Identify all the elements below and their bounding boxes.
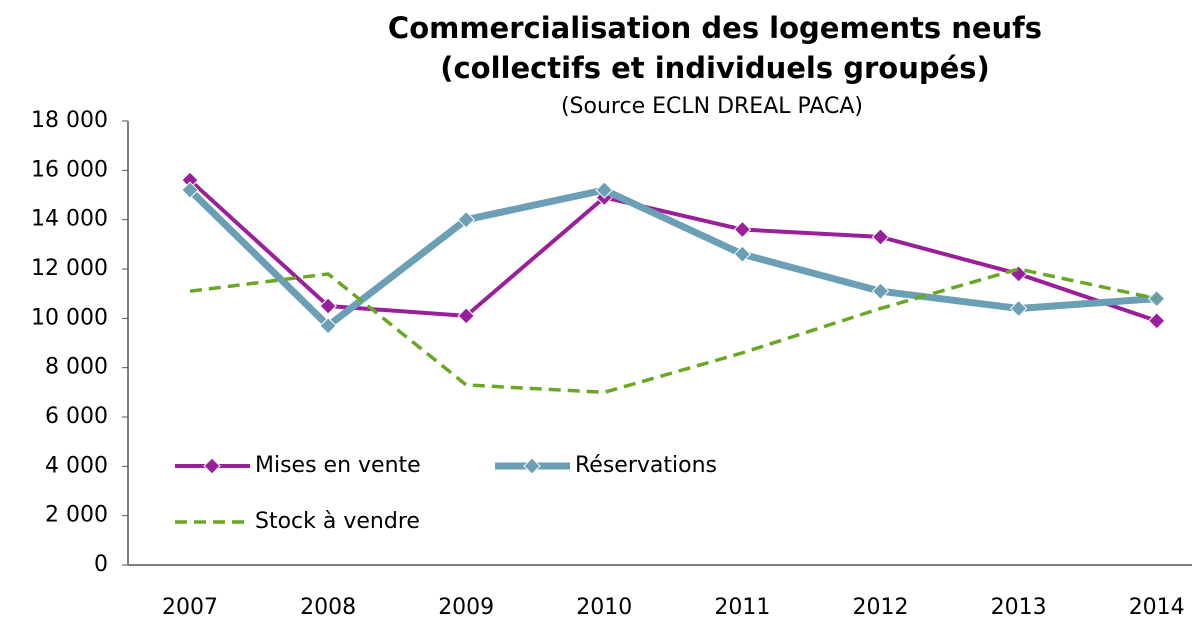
x-tick-label: 2009 xyxy=(438,595,494,620)
marker xyxy=(733,220,752,239)
y-tick-label: 16 000 xyxy=(31,157,108,182)
marker xyxy=(1147,312,1166,330)
marker xyxy=(181,181,199,199)
legend-marker xyxy=(203,457,221,475)
y-tick-label: 10 000 xyxy=(31,305,108,330)
y-tick-label: 0 xyxy=(94,552,108,577)
x-tick-label: 2011 xyxy=(714,595,770,620)
x-tick-label: 2008 xyxy=(300,595,356,620)
marker xyxy=(457,307,475,325)
marker xyxy=(733,245,752,263)
x-tick-label: 2013 xyxy=(991,595,1047,620)
y-tick-label: 12 000 xyxy=(31,256,108,281)
x-tick-label: 2012 xyxy=(853,595,909,620)
y-tick-label: 14 000 xyxy=(31,207,108,232)
chart-title: Commercialisation des logements neufs xyxy=(388,11,1042,45)
marker xyxy=(871,282,890,300)
series-line xyxy=(189,267,1158,395)
marker xyxy=(457,210,475,229)
marker xyxy=(319,317,337,335)
marker xyxy=(319,297,337,315)
y-tick-label: 6 000 xyxy=(45,404,108,429)
chart-subtitle: (Source ECLN DREAL PACA) xyxy=(561,94,863,119)
marker xyxy=(1009,265,1028,283)
y-tick-label: 8 000 xyxy=(45,355,108,380)
legend-label: Réservations xyxy=(575,453,717,478)
legend-label: Stock à vendre xyxy=(255,509,420,534)
chart-title: (collectifs et individuels groupés) xyxy=(440,51,990,85)
x-tick-label: 2010 xyxy=(576,595,632,620)
x-tick-label: 2007 xyxy=(162,595,218,620)
y-tick-label: 18 000 xyxy=(31,108,108,133)
y-tick-label: 4 000 xyxy=(45,453,108,478)
x-tick-label: 2014 xyxy=(1129,595,1185,620)
legend-marker xyxy=(523,457,541,475)
legend-label: Mises en vente xyxy=(255,453,421,478)
series-line xyxy=(188,178,1158,323)
y-tick-label: 2 000 xyxy=(45,503,108,528)
marker xyxy=(595,181,614,199)
marker xyxy=(871,228,890,246)
series-line xyxy=(187,186,1157,330)
marker xyxy=(1009,299,1028,318)
